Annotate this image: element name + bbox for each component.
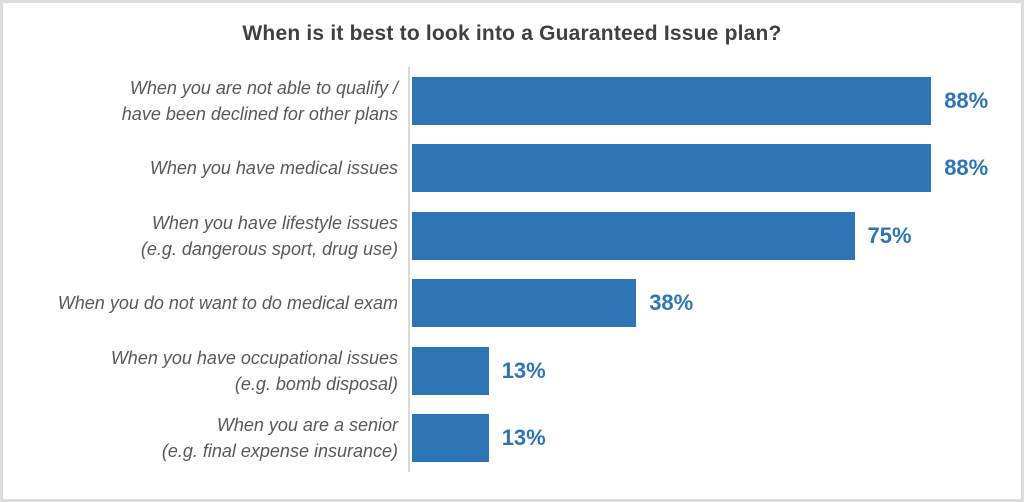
plot-area: When you are not able to qualify / have … — [3, 67, 1021, 472]
bar-area: 13% — [408, 414, 1021, 463]
bar-area: 75% — [408, 211, 1021, 260]
chart-row: When you are not able to qualify / have … — [3, 67, 1021, 135]
bar-area: 38% — [408, 279, 1021, 328]
category-label: When you do not want to do medical exam — [57, 293, 398, 314]
bar — [412, 211, 855, 260]
chart-row: When you do not want to do medical exam … — [3, 270, 1021, 338]
chart-row: When you have medical issues 88% — [3, 135, 1021, 203]
bar — [412, 144, 932, 193]
category-label: When you have lifestyle issues (e.g. dan… — [140, 212, 398, 259]
bar-area: 13% — [408, 346, 1021, 395]
category-label: When you are not able to qualify / have … — [121, 77, 398, 124]
chart-row: When you have lifestyle issues (e.g. dan… — [3, 202, 1021, 270]
value-label: 13% — [501, 357, 546, 383]
chart-title: When is it best to look into a Guarantee… — [242, 22, 782, 45]
category-label: When you have medical issues — [149, 158, 398, 179]
value-label: 38% — [649, 290, 694, 316]
bar-area: 88% — [408, 144, 1021, 193]
bar — [412, 346, 489, 395]
value-label: 13% — [501, 425, 546, 451]
bar-area: 88% — [408, 76, 1021, 125]
bar — [412, 279, 637, 328]
chart-row: When you are a senior (e.g. final expens… — [3, 405, 1021, 473]
chart-row: When you have occupational issues (e.g. … — [3, 337, 1021, 405]
category-label: When you have occupational issues (e.g. … — [110, 347, 398, 394]
value-label: 75% — [867, 222, 912, 248]
value-label: 88% — [944, 155, 989, 181]
bar — [412, 76, 932, 125]
chart-rows: When you are not able to qualify / have … — [3, 67, 1021, 472]
category-label: When you are a senior (e.g. final expens… — [161, 415, 398, 462]
y-axis-line — [408, 67, 410, 472]
bar — [412, 414, 489, 463]
value-label: 88% — [944, 87, 989, 113]
